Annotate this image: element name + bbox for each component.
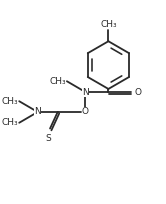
Text: CH₃: CH₃ bbox=[2, 118, 18, 127]
Text: N: N bbox=[34, 108, 41, 116]
Text: N: N bbox=[82, 88, 89, 96]
Text: CH₃: CH₃ bbox=[49, 77, 66, 86]
Text: O: O bbox=[82, 108, 89, 116]
Text: CH₃: CH₃ bbox=[2, 97, 18, 106]
Text: S: S bbox=[45, 134, 51, 143]
Text: CH₃: CH₃ bbox=[101, 20, 118, 29]
Text: O: O bbox=[135, 88, 142, 96]
